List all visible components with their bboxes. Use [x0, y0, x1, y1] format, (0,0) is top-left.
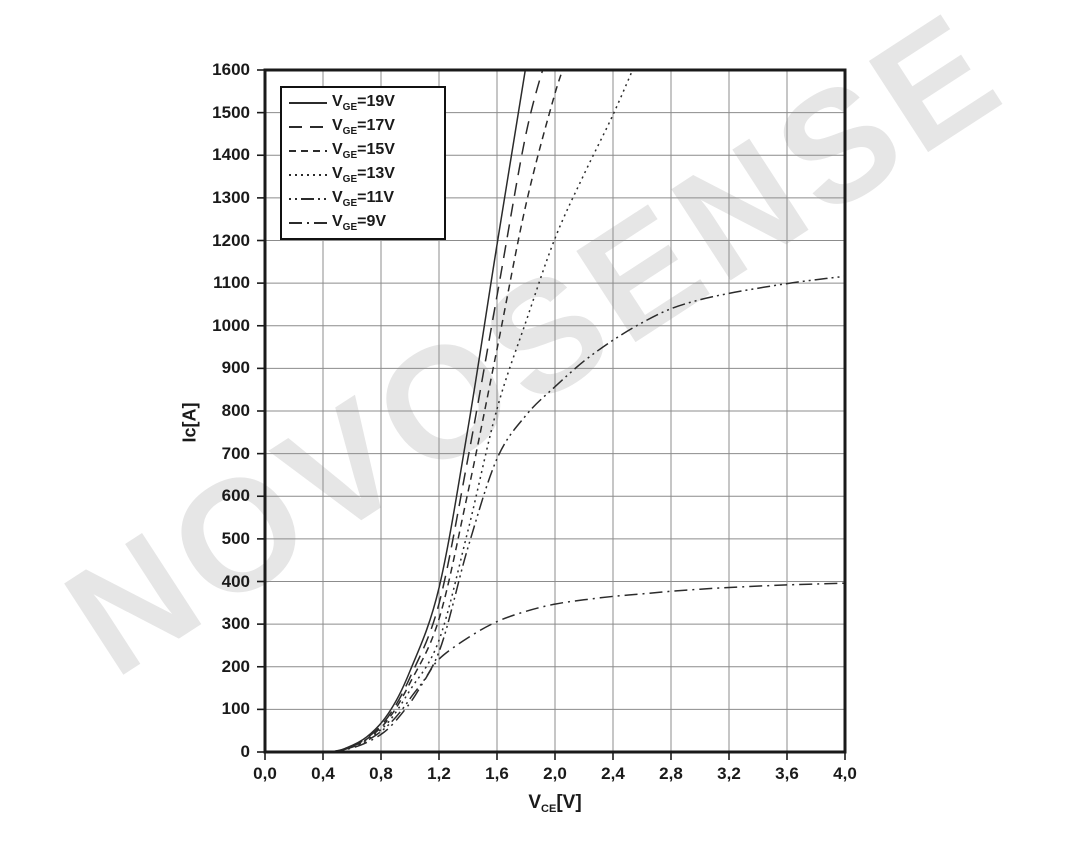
legend-label: VGE=15V: [332, 140, 395, 161]
curve-VGE=13V: [330, 70, 634, 752]
legend-label: VGE=19V: [332, 92, 395, 113]
x-tick-label: 3,2: [717, 764, 741, 783]
legend-label: VGE=13V: [332, 165, 395, 186]
x-axis-title: VCE[V]: [528, 792, 582, 815]
data-curves: [330, 70, 845, 752]
legend-item: VGE=15V: [288, 139, 444, 162]
y-tick-label: 800: [221, 401, 250, 420]
legend-line-sample: [289, 222, 327, 225]
legend-box: VGE=19V VGE=17V VGE=15V VGE=13V VGE=11V …: [280, 86, 446, 240]
y-tick-label: 1600: [212, 60, 250, 79]
y-tick-label: 900: [221, 358, 250, 378]
legend-line-sample: [289, 174, 327, 177]
y-tick-label: 500: [221, 528, 250, 548]
curve-VGE=15V: [330, 70, 564, 752]
x-tick-label: 4,0: [833, 764, 857, 783]
y-tick-label: 0: [240, 742, 250, 761]
x-tick-label: 3,6: [775, 764, 799, 783]
x-tick-label: 2,4: [601, 764, 625, 783]
y-tick-label: 200: [221, 656, 250, 676]
legend-item: VGE=9V: [288, 212, 444, 235]
x-tick-label: 2,8: [659, 764, 683, 783]
legend-line-sample: [289, 198, 327, 201]
legend-item: VGE=17V: [288, 115, 444, 138]
y-tick-label: 100: [221, 699, 250, 719]
legend-label: VGE=11V: [332, 189, 395, 210]
y-tick-label: 400: [221, 571, 250, 591]
legend-line-sample: [289, 149, 327, 152]
x-tick-label: 0,0: [253, 764, 277, 783]
y-tick-label: 1000: [212, 315, 250, 335]
curve-VGE=17V: [330, 70, 544, 752]
plot-frame: [263, 68, 847, 754]
legend-item: VGE=19V: [288, 91, 444, 114]
y-tick-label: 700: [221, 443, 250, 463]
legend-item: VGE=11V: [288, 188, 444, 211]
legend-label: VGE=17V: [332, 116, 395, 137]
x-tick-label: 2,0: [543, 764, 567, 783]
legend-label: VGE=9V: [332, 213, 387, 234]
curve-VGE=9V: [330, 582, 845, 752]
legend-line-sample: [289, 125, 327, 128]
curve-VGE=11V: [330, 275, 845, 752]
x-tick-label: 0,8: [369, 764, 393, 783]
y-tick-label: 1200: [212, 230, 250, 250]
x-tick-label: 1,2: [427, 764, 451, 783]
legend-item: VGE=13V: [288, 164, 444, 187]
y-tick-label: 300: [221, 614, 250, 634]
x-tick-label: 1,6: [485, 764, 509, 783]
y-tick-label: 1500: [212, 102, 250, 122]
y-tick-label: 1100: [213, 273, 250, 293]
legend-line-sample: [289, 101, 327, 104]
y-tick-label: 1400: [212, 145, 250, 165]
y-tick-label: 1300: [212, 187, 250, 207]
x-tick-label: 0,4: [311, 764, 335, 783]
y-tick-label: 600: [221, 486, 250, 506]
grid-lines: [265, 70, 845, 752]
curve-VGE=19V: [330, 70, 527, 752]
